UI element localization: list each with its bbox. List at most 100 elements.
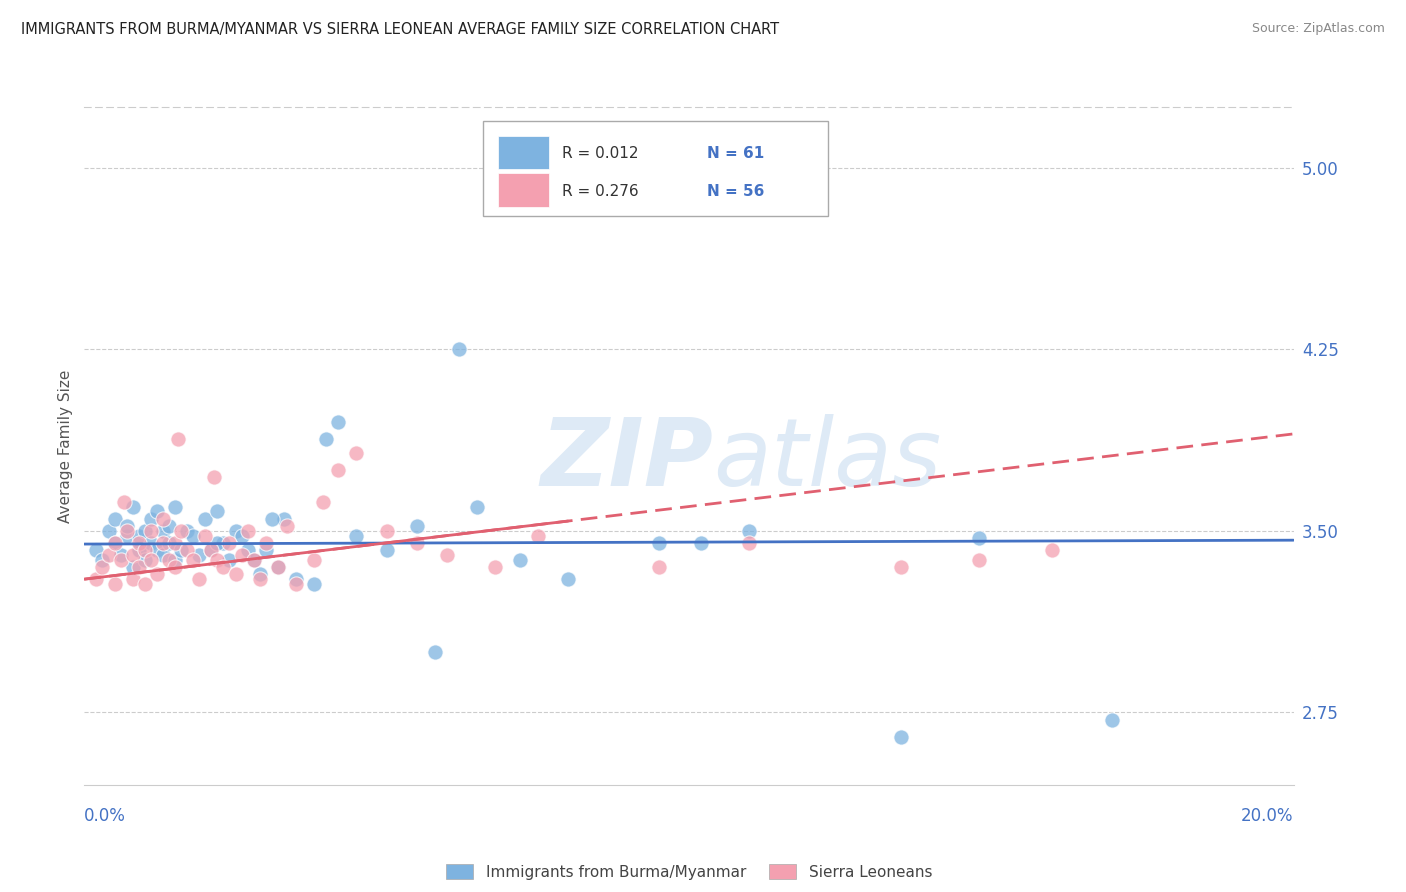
Point — [328, 463, 350, 477]
Point — [157, 519, 180, 533]
Point — [146, 543, 169, 558]
Point — [225, 524, 247, 538]
Point — [302, 553, 325, 567]
Point — [152, 536, 174, 550]
Point — [181, 528, 204, 542]
Point — [165, 560, 187, 574]
Point — [1040, 543, 1063, 558]
Point — [165, 536, 187, 550]
Text: N = 61: N = 61 — [707, 145, 765, 161]
Point — [249, 572, 271, 586]
Point — [91, 553, 114, 567]
Point — [170, 543, 193, 558]
Point — [86, 543, 108, 558]
Point — [890, 730, 912, 744]
Point — [194, 511, 217, 525]
Point — [236, 543, 259, 558]
Point — [128, 560, 150, 574]
Point — [104, 536, 127, 550]
Point — [212, 536, 235, 550]
Point — [170, 524, 193, 538]
Point — [176, 524, 198, 538]
Point — [249, 567, 271, 582]
Point — [86, 572, 108, 586]
Point — [690, 536, 713, 550]
Legend: Immigrants from Burma/Myanmar, Sierra Leoneans: Immigrants from Burma/Myanmar, Sierra Le… — [440, 857, 938, 886]
Point — [207, 504, 229, 518]
Point — [406, 519, 429, 533]
Point — [128, 543, 150, 558]
Point — [121, 572, 143, 586]
Point — [115, 519, 138, 533]
Point — [139, 553, 162, 567]
Point — [346, 446, 368, 460]
Point — [157, 553, 180, 567]
Point — [967, 531, 990, 545]
Point — [312, 494, 335, 508]
Point — [267, 560, 290, 574]
Point — [146, 504, 169, 518]
Point — [273, 511, 295, 525]
Point — [315, 432, 337, 446]
Point — [302, 577, 325, 591]
Point — [134, 553, 156, 567]
Point — [202, 470, 225, 484]
Point — [449, 342, 471, 356]
Point — [260, 511, 283, 525]
Point — [121, 548, 143, 562]
Point — [647, 560, 671, 574]
Point — [236, 524, 259, 538]
Point — [176, 543, 198, 558]
Point — [254, 543, 277, 558]
Point — [139, 511, 162, 525]
Point — [110, 553, 132, 567]
Point — [104, 511, 127, 525]
Point — [225, 567, 247, 582]
Point — [375, 524, 398, 538]
Point — [346, 528, 368, 542]
Point — [97, 524, 120, 538]
Point — [284, 577, 308, 591]
Text: N = 56: N = 56 — [707, 184, 765, 199]
Point — [254, 536, 277, 550]
Point — [121, 500, 143, 514]
Point — [231, 548, 253, 562]
Point — [738, 536, 761, 550]
Point — [152, 524, 174, 538]
Point — [188, 572, 211, 586]
Point — [967, 553, 990, 567]
Point — [139, 536, 162, 550]
Point — [509, 553, 531, 567]
Point — [115, 524, 138, 538]
Point — [152, 511, 174, 525]
Point — [152, 548, 174, 562]
Text: ZIP: ZIP — [540, 414, 713, 506]
Point — [527, 528, 550, 542]
Point — [200, 543, 222, 558]
Point — [207, 536, 229, 550]
Point — [112, 494, 135, 508]
Point — [128, 536, 150, 550]
Point — [212, 560, 235, 574]
Point — [194, 528, 217, 542]
Point — [104, 577, 127, 591]
Point — [1101, 713, 1123, 727]
Point — [467, 500, 489, 514]
Point — [121, 560, 143, 574]
Point — [165, 553, 187, 567]
Point — [104, 536, 127, 550]
Point — [167, 432, 190, 446]
Point — [181, 553, 204, 567]
Point — [134, 577, 156, 591]
Point — [484, 560, 506, 574]
Point — [738, 524, 761, 538]
Point — [647, 536, 671, 550]
Point — [406, 536, 429, 550]
Point — [115, 528, 138, 542]
Point — [139, 524, 162, 538]
Text: R = 0.276: R = 0.276 — [562, 184, 638, 199]
Point — [242, 553, 264, 567]
Point — [165, 500, 187, 514]
FancyBboxPatch shape — [484, 120, 828, 216]
Point — [267, 560, 290, 574]
